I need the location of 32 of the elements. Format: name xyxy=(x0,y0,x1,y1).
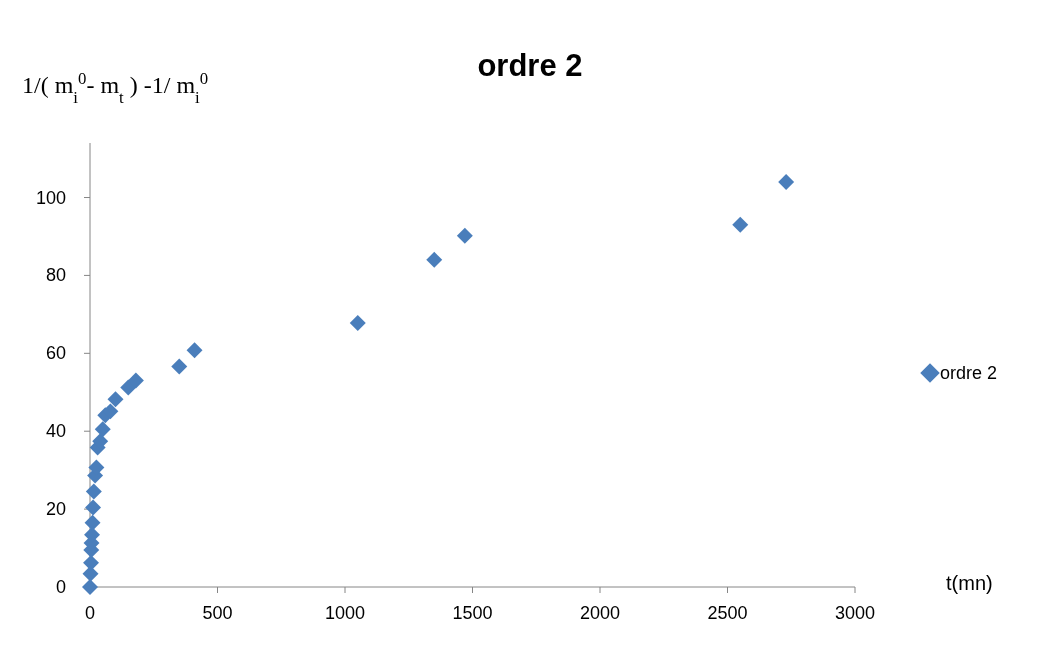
point xyxy=(349,314,366,331)
point xyxy=(84,514,101,531)
point xyxy=(107,391,124,408)
y-tick-label: 20 xyxy=(45,499,66,520)
point xyxy=(778,173,795,190)
x-tick-label: 2500 xyxy=(707,603,748,623)
x-tick-label: 0 xyxy=(84,603,96,623)
x-tick-label: 1000 xyxy=(324,603,366,623)
point xyxy=(85,499,102,516)
x-tick-label: 500 xyxy=(202,603,233,623)
y-tick-label: 100 xyxy=(35,187,66,208)
legend-label: ordre 2 xyxy=(940,363,998,383)
point xyxy=(120,379,137,396)
x-tick-label: 1500 xyxy=(452,603,493,623)
chart-title: ordre 2 xyxy=(477,48,583,83)
x-tick-label: 3000 xyxy=(834,603,876,623)
point xyxy=(186,342,203,359)
point xyxy=(732,216,749,233)
point xyxy=(82,579,98,595)
point xyxy=(456,227,473,244)
point xyxy=(85,483,102,500)
point xyxy=(171,358,188,375)
point xyxy=(426,251,443,268)
y-tick-label: 0 xyxy=(55,577,66,597)
y-tick-label: 60 xyxy=(45,343,66,364)
point xyxy=(94,421,111,438)
x-axis-title: t(mn) xyxy=(946,572,993,594)
x-tick-label: 2000 xyxy=(579,603,621,623)
point xyxy=(83,554,99,571)
y-tick-label: 40 xyxy=(45,421,66,442)
point xyxy=(127,372,144,389)
y-tick-label: 80 xyxy=(45,265,66,286)
